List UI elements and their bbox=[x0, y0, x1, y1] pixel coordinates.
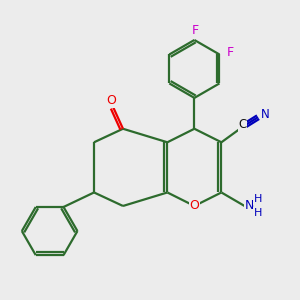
Text: F: F bbox=[192, 24, 199, 37]
Text: C: C bbox=[238, 118, 247, 131]
Text: N: N bbox=[244, 200, 254, 212]
Text: N: N bbox=[261, 108, 269, 121]
Text: H: H bbox=[254, 194, 262, 204]
Text: O: O bbox=[106, 94, 116, 107]
Text: O: O bbox=[190, 200, 199, 212]
Text: F: F bbox=[227, 46, 234, 59]
Text: H: H bbox=[254, 208, 262, 218]
